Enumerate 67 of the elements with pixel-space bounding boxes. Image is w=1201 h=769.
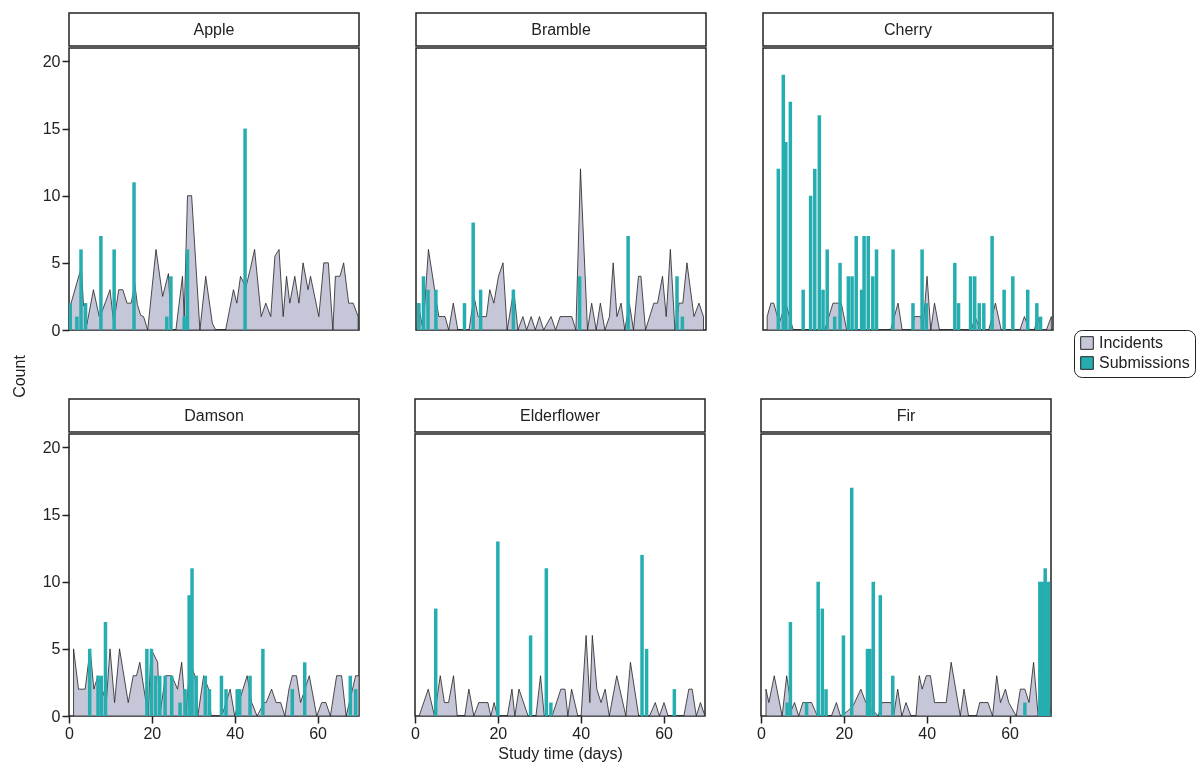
y-tick-label: 10	[42, 187, 61, 205]
bar	[982, 303, 986, 330]
y-tick-label: 20	[42, 52, 61, 70]
x-tick-label: 40	[572, 724, 591, 742]
bar	[163, 675, 167, 716]
x-axis-title: Study time (days)	[498, 744, 623, 762]
bar	[496, 541, 500, 716]
bar	[854, 236, 858, 330]
chart-title: Elderflower	[519, 406, 601, 424]
x-tick-label: 60	[309, 724, 328, 742]
bar	[1035, 303, 1039, 330]
bar	[261, 648, 265, 716]
bar	[132, 182, 136, 330]
y-tick-label: 10	[42, 573, 61, 591]
x-tick-label: 40	[226, 724, 245, 742]
bar	[248, 675, 252, 716]
bar	[891, 249, 895, 330]
x-tick-label: 20	[143, 724, 162, 742]
bar	[1002, 289, 1006, 330]
x-tick-label: 0	[411, 724, 421, 742]
y-tick-label: 0	[51, 321, 61, 339]
bar	[69, 303, 72, 330]
chart-title: Cherry	[883, 20, 933, 38]
x-tick-label: 0	[65, 724, 75, 742]
bar	[1023, 702, 1027, 716]
chart-title: Bramble	[531, 20, 591, 38]
y-tick-label: 5	[51, 254, 61, 272]
y-tick-label: 20	[42, 438, 61, 456]
bar	[145, 648, 149, 716]
bar	[640, 554, 644, 716]
y-tick-label: 0	[51, 707, 61, 725]
y-tick-label: 15	[42, 506, 61, 524]
chart-title: Fir	[896, 406, 916, 424]
bar	[920, 249, 924, 330]
x-tick-label: 60	[1001, 724, 1020, 742]
x-tick-label: 60	[655, 724, 674, 742]
bar	[838, 262, 842, 330]
bar	[96, 675, 100, 716]
bar	[953, 262, 957, 330]
bar	[79, 249, 83, 330]
chart-title: Damson	[184, 406, 244, 424]
x-tick-label: 0	[757, 724, 767, 742]
bar	[626, 236, 630, 330]
legend-label: Submissions	[1099, 354, 1190, 371]
bar	[816, 581, 820, 716]
bar	[190, 568, 194, 716]
y-axis-title: Count	[10, 354, 28, 398]
bar	[862, 236, 866, 330]
bar	[169, 276, 173, 330]
bar	[434, 289, 438, 330]
y-tick-label: 15	[42, 120, 61, 138]
bar	[825, 249, 829, 330]
x-tick-label: 40	[918, 724, 937, 742]
bar	[911, 303, 915, 330]
bar	[99, 236, 103, 330]
chart-title: Apple	[193, 20, 235, 38]
bar	[471, 222, 475, 330]
x-tick-label: 20	[835, 724, 854, 742]
bar	[1011, 276, 1015, 330]
bar	[801, 289, 805, 330]
y-tick-label: 5	[51, 640, 61, 658]
bar	[112, 249, 116, 330]
legend-label: Incidents	[1099, 334, 1164, 351]
bar	[243, 128, 247, 330]
bar	[990, 236, 994, 330]
x-tick-label: 20	[489, 724, 508, 742]
bar	[675, 276, 679, 330]
